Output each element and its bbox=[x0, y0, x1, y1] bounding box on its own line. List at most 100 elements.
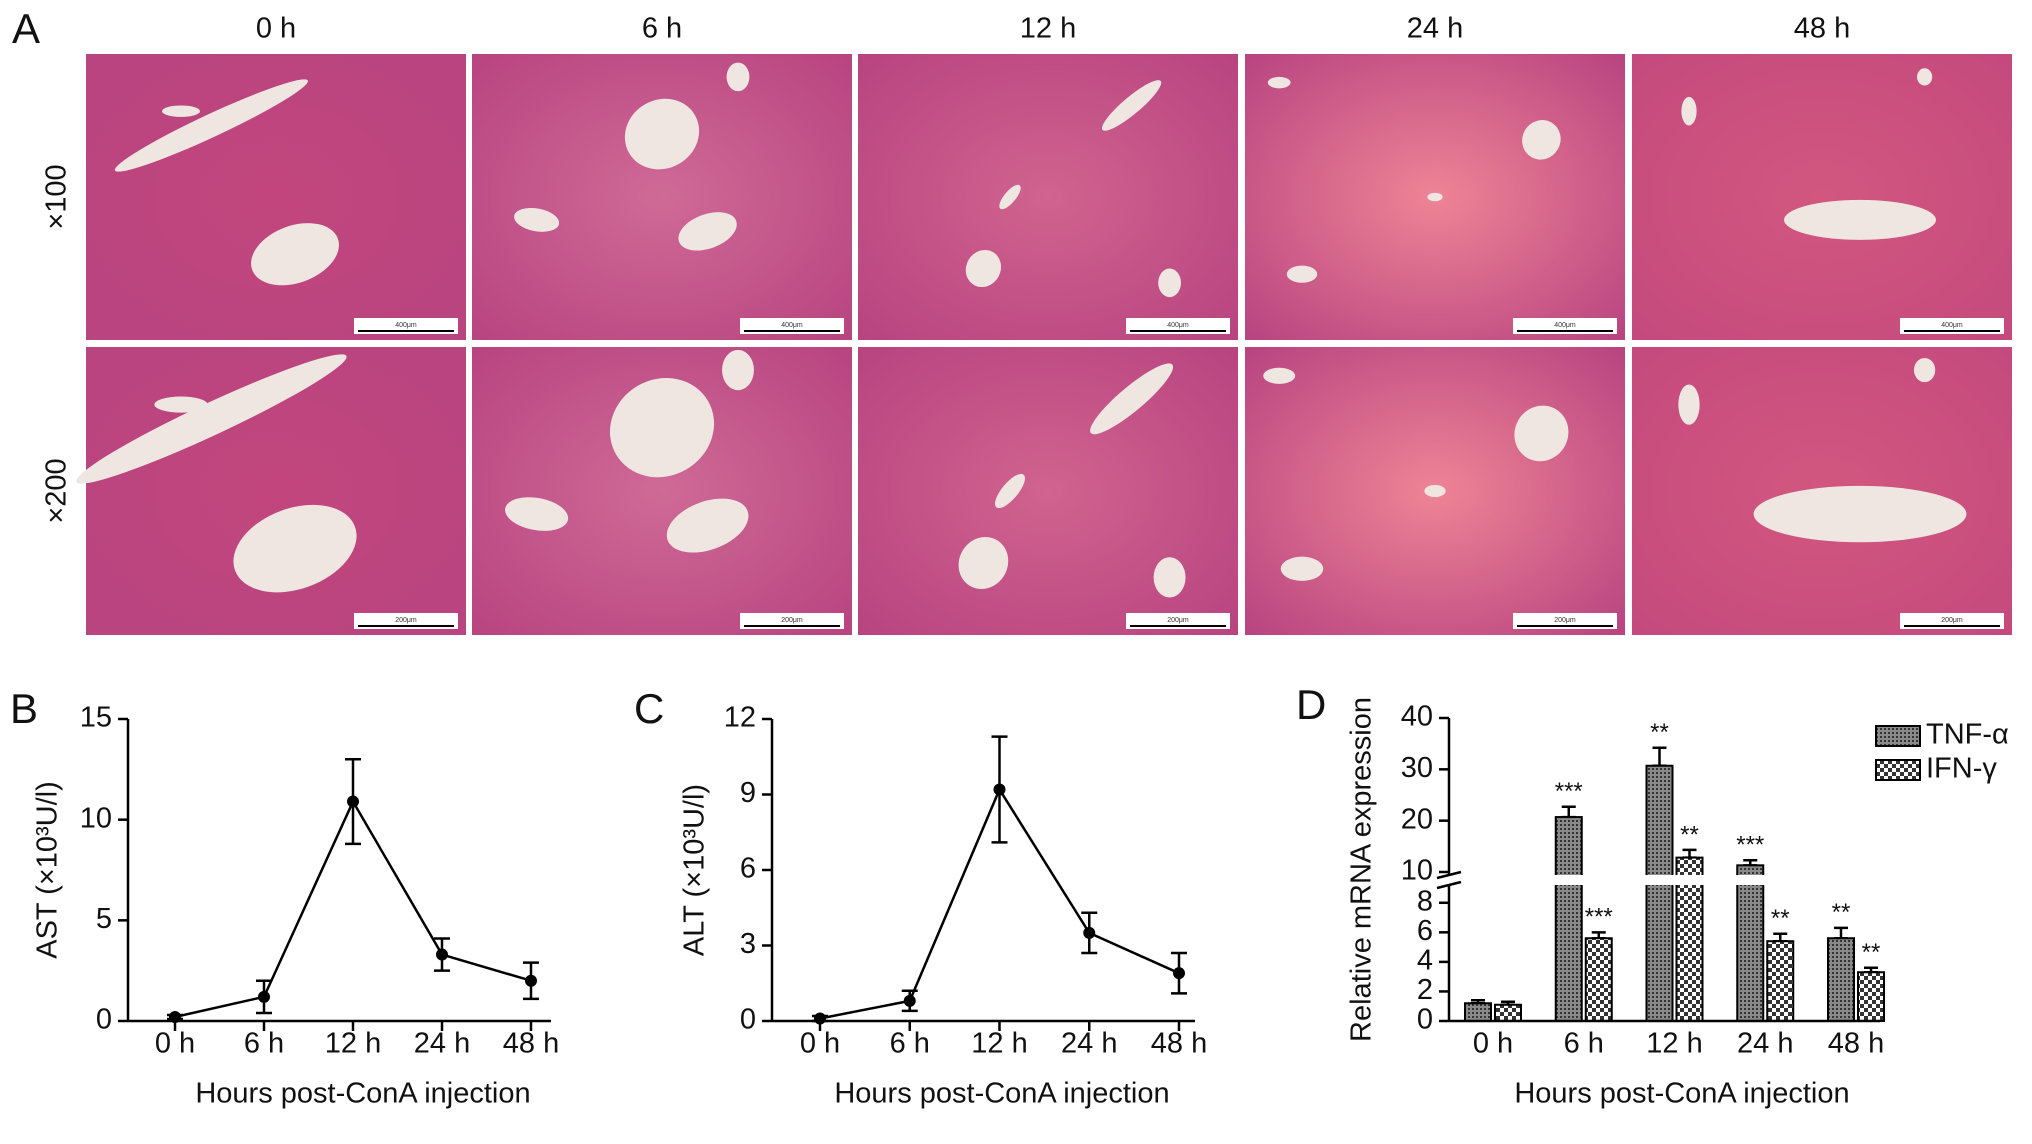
scale-bar-label: 400μm bbox=[1554, 322, 1576, 329]
bar bbox=[1554, 816, 1583, 1022]
data-point bbox=[169, 1010, 181, 1023]
axis-break-gap bbox=[1437, 875, 1880, 885]
vessel bbox=[1784, 199, 1936, 240]
significance: ** bbox=[1771, 905, 1790, 932]
panel-letter: C bbox=[634, 685, 664, 732]
vessel bbox=[678, 212, 737, 251]
y-tick-label: 30 bbox=[1401, 752, 1433, 784]
significance: *** bbox=[1585, 904, 1613, 931]
significance: ** bbox=[1680, 821, 1699, 848]
vessel bbox=[1917, 68, 1933, 86]
legend-swatch bbox=[1875, 725, 1921, 747]
histology-image bbox=[472, 54, 852, 340]
vessel bbox=[162, 105, 200, 117]
legend-label: IFN-γ bbox=[1926, 753, 1997, 785]
y-tick-label: 3 bbox=[740, 928, 756, 960]
data-point bbox=[993, 783, 1006, 796]
y-tick-label: 10 bbox=[80, 802, 112, 834]
column-label: 24 h bbox=[1407, 13, 1463, 45]
y-axis-label: AST (×10³U/l) bbox=[32, 781, 64, 959]
x-axis-label: Hours post-ConA injection bbox=[1514, 1078, 1849, 1110]
bar bbox=[1736, 864, 1765, 1022]
y-tick-label: 15 bbox=[80, 702, 112, 734]
scale-bar-label: 400μm bbox=[1941, 322, 1963, 329]
x-tick-label: 24 h bbox=[414, 1028, 470, 1060]
vessel bbox=[1753, 485, 1967, 543]
vessel bbox=[726, 62, 750, 92]
x-tick-label: 12 h bbox=[325, 1028, 381, 1060]
y-axis-label: Relative mRNA expression bbox=[1346, 697, 1378, 1042]
scale-bar-label: 200μm bbox=[781, 617, 803, 624]
vessel bbox=[154, 396, 208, 413]
vessel bbox=[999, 184, 1021, 210]
vessel bbox=[1153, 557, 1186, 598]
scale-bar-label: 200μm bbox=[1167, 617, 1189, 624]
x-tick-label: 48 h bbox=[503, 1028, 559, 1060]
column-label: 12 h bbox=[1020, 13, 1076, 45]
vessel bbox=[1678, 384, 1700, 425]
vessel bbox=[76, 354, 347, 484]
x-tick-label: 48 h bbox=[1151, 1028, 1207, 1060]
y-tick-label: 6 bbox=[1417, 915, 1433, 947]
vessel bbox=[251, 223, 339, 286]
data-point bbox=[903, 994, 916, 1007]
x-tick-label: 6 h bbox=[244, 1028, 284, 1060]
x-tick-label: 12 h bbox=[971, 1028, 1027, 1060]
panel-letter: A bbox=[12, 5, 40, 52]
vessel bbox=[1424, 484, 1446, 498]
significance: ** bbox=[1862, 939, 1881, 966]
x-tick-label: 12 h bbox=[1646, 1028, 1702, 1060]
y-tick-label: 9 bbox=[740, 777, 756, 809]
y-tick-label: 2 bbox=[1417, 974, 1433, 1006]
y-tick-label: 40 bbox=[1401, 701, 1433, 733]
vessel bbox=[1286, 265, 1318, 283]
histology-image bbox=[858, 347, 1238, 635]
vessel bbox=[1522, 120, 1561, 160]
legend-label: TNF-α bbox=[1926, 719, 2009, 751]
axis-break-mark bbox=[1436, 870, 1462, 890]
scale-bar-label: 400μm bbox=[781, 322, 803, 329]
data-point bbox=[347, 795, 359, 808]
data-point bbox=[436, 948, 448, 961]
column-label: 6 h bbox=[642, 13, 682, 45]
bar bbox=[1827, 937, 1855, 1022]
row-label: ×100 bbox=[41, 164, 73, 229]
vessel bbox=[1101, 80, 1162, 131]
legend-swatch bbox=[1875, 759, 1921, 781]
significance: ** bbox=[1650, 719, 1669, 746]
column-label: 48 h bbox=[1794, 13, 1850, 45]
vessel bbox=[624, 98, 700, 170]
y-tick-label: 4 bbox=[1417, 945, 1433, 977]
x-tick-label: 6 h bbox=[890, 1028, 930, 1060]
histology-image bbox=[858, 54, 1238, 340]
vessel bbox=[965, 249, 1002, 288]
bar bbox=[1494, 1003, 1522, 1023]
row-label: ×200 bbox=[41, 458, 73, 523]
vessel bbox=[666, 498, 749, 553]
y-tick-label: 0 bbox=[1417, 1004, 1433, 1036]
bar bbox=[1464, 1002, 1492, 1022]
x-tick-label: 6 h bbox=[1564, 1028, 1604, 1060]
data-point bbox=[814, 1012, 826, 1025]
y-tick-label: 10 bbox=[1401, 855, 1433, 887]
vessel bbox=[1514, 405, 1569, 462]
vessel bbox=[958, 536, 1009, 590]
x-tick-label: 24 h bbox=[1061, 1028, 1117, 1060]
bar bbox=[1766, 940, 1795, 1023]
significance: *** bbox=[1555, 778, 1583, 805]
scale-bar-label: 200μm bbox=[1941, 617, 1963, 624]
vessel bbox=[505, 497, 569, 531]
vessel bbox=[1267, 76, 1291, 89]
y-tick-label: 20 bbox=[1401, 803, 1433, 835]
histology-image bbox=[1632, 54, 2012, 340]
y-axis-label: ALT (×10³U/l) bbox=[679, 784, 711, 956]
y-tick-label: 0 bbox=[96, 1004, 112, 1036]
panel-letter: B bbox=[10, 685, 38, 732]
y-tick-label: 6 bbox=[740, 853, 756, 885]
data-point bbox=[258, 990, 270, 1003]
scale-bar-label: 400μm bbox=[1167, 322, 1189, 329]
column-label: 0 h bbox=[256, 13, 296, 45]
y-tick-label: 12 bbox=[724, 702, 756, 734]
significance: ** bbox=[1832, 899, 1851, 926]
